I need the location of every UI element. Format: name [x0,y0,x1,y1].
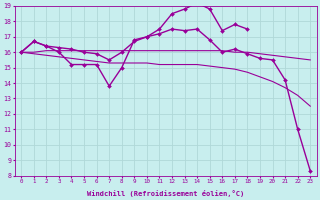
X-axis label: Windchill (Refroidissement éolien,°C): Windchill (Refroidissement éolien,°C) [87,190,244,197]
